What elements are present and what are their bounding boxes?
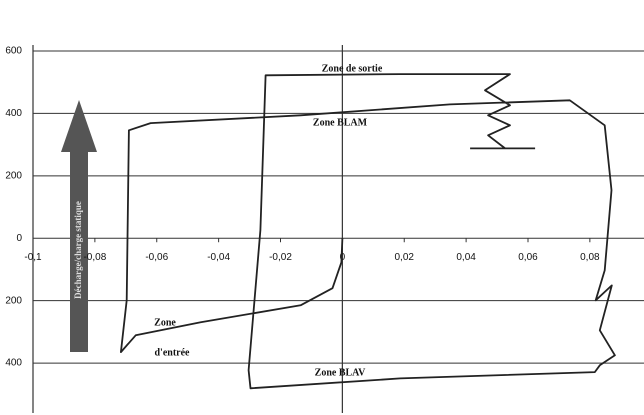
- arrow-head: [61, 100, 97, 152]
- y-tick-label: 200: [5, 295, 22, 306]
- data-line: [120, 73, 616, 390]
- annotation: Zone BLAM: [313, 117, 368, 128]
- arrow-shaft: [70, 150, 88, 352]
- annotation: Zone: [154, 317, 176, 328]
- x-tick-label: -0,02: [269, 252, 292, 263]
- x-tick-label: -0,08: [83, 252, 106, 263]
- annotation: d'entrée: [155, 347, 191, 358]
- x-tick-label: 0,06: [518, 252, 538, 263]
- annotation: Zone de sortie: [322, 63, 383, 74]
- arrow-label: Décharge/charge statique: [73, 201, 83, 299]
- x-tick-label: -0,06: [145, 252, 168, 263]
- y-tick-label: 200: [5, 170, 22, 181]
- x-tick-label: 0,02: [395, 252, 415, 263]
- x-tick-label: -0,04: [207, 252, 230, 263]
- x-tick-label: 0: [340, 252, 346, 263]
- x-tick-label: 0,04: [456, 252, 476, 263]
- annotation: Zone BLAV: [315, 367, 366, 378]
- y-tick-label: 400: [5, 108, 22, 119]
- x-tick-label: 0,08: [580, 252, 600, 263]
- y-tick-label: 0: [16, 233, 22, 244]
- x-tick-label: -0,1: [24, 252, 42, 263]
- y-tick-label: 600: [5, 46, 22, 57]
- y-tick-label: 400: [5, 358, 22, 369]
